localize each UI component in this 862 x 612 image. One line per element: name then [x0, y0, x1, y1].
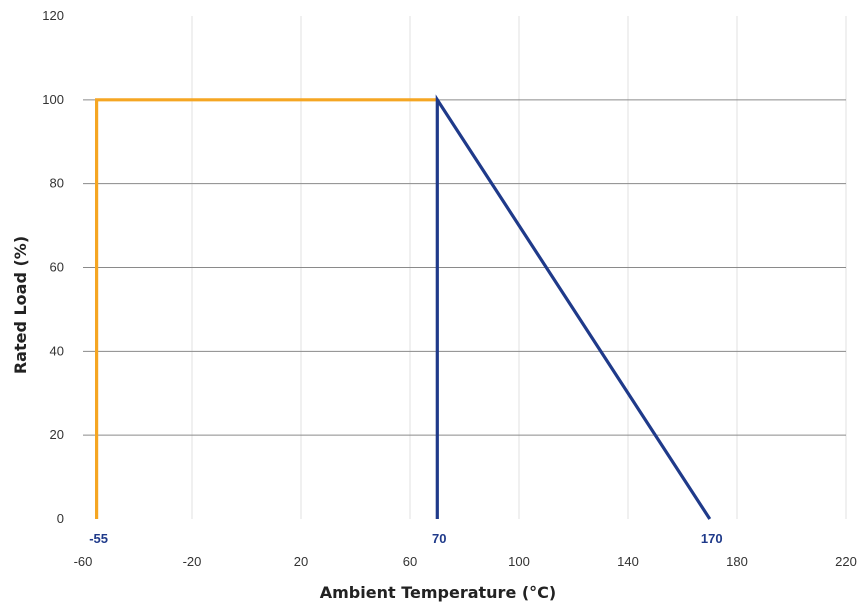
grid [83, 16, 847, 519]
x-tick-label: -60 [74, 554, 93, 569]
x-axis-title: Ambient Temperature (°C) [320, 583, 556, 602]
data-label: 170 [701, 531, 723, 546]
x-tick-label: 100 [508, 554, 530, 569]
x-axis-ticks: -60 -20 20 60 100 140 180 220 [74, 554, 857, 569]
x-tick-label: 180 [726, 554, 748, 569]
x-tick-label: 20 [294, 554, 308, 569]
y-tick-label: 20 [50, 427, 64, 442]
data-label: 70 [432, 531, 446, 546]
series-line-1 [94, 98, 438, 519]
x-tick-label: 140 [617, 554, 639, 569]
data-label: -55 [89, 531, 108, 546]
y-tick-label: 120 [42, 8, 64, 23]
y-tick-label: 60 [50, 260, 64, 275]
y-axis-title: Rated Load (%) [11, 236, 30, 374]
x-tick-label: 220 [835, 554, 857, 569]
y-tick-label: 0 [57, 511, 64, 526]
y-axis-ticks: 0 20 40 60 80 100 120 [42, 8, 64, 526]
series-layer [94, 94, 712, 520]
y-tick-label: 100 [42, 92, 64, 107]
y-tick-label: 40 [50, 343, 64, 358]
series-line-2 [435, 94, 712, 520]
x-tick-label: 60 [403, 554, 417, 569]
y-tick-label: 80 [50, 176, 64, 191]
point-annotations: -55 70 170 [89, 531, 722, 546]
x-tick-label: -20 [183, 554, 202, 569]
